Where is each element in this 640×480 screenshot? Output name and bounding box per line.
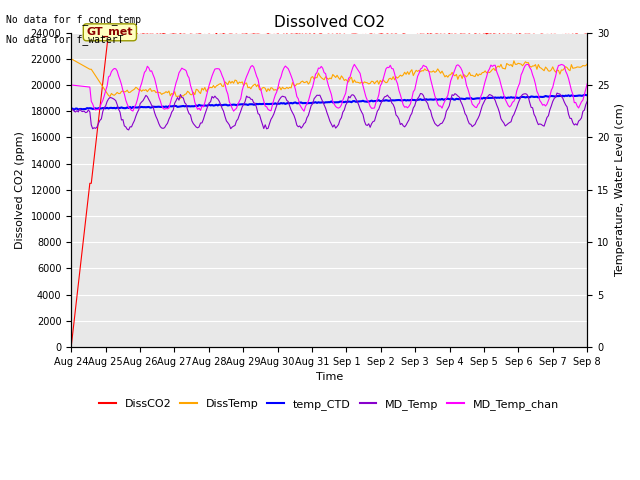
Title: Dissolved CO2: Dissolved CO2 — [274, 15, 385, 30]
Y-axis label: Dissolved CO2 (ppm): Dissolved CO2 (ppm) — [15, 131, 25, 249]
X-axis label: Time: Time — [316, 372, 343, 383]
Y-axis label: Temperature, Water Level (cm): Temperature, Water Level (cm) — [615, 103, 625, 276]
Text: No data for f_waterT: No data for f_waterT — [6, 34, 124, 45]
Text: No data for f_cond_temp: No data for f_cond_temp — [6, 14, 141, 25]
Legend: DissCO2, DissTemp, temp_CTD, MD_Temp, MD_Temp_chan: DissCO2, DissTemp, temp_CTD, MD_Temp, MD… — [95, 394, 564, 414]
Text: GT_met: GT_met — [86, 27, 133, 37]
